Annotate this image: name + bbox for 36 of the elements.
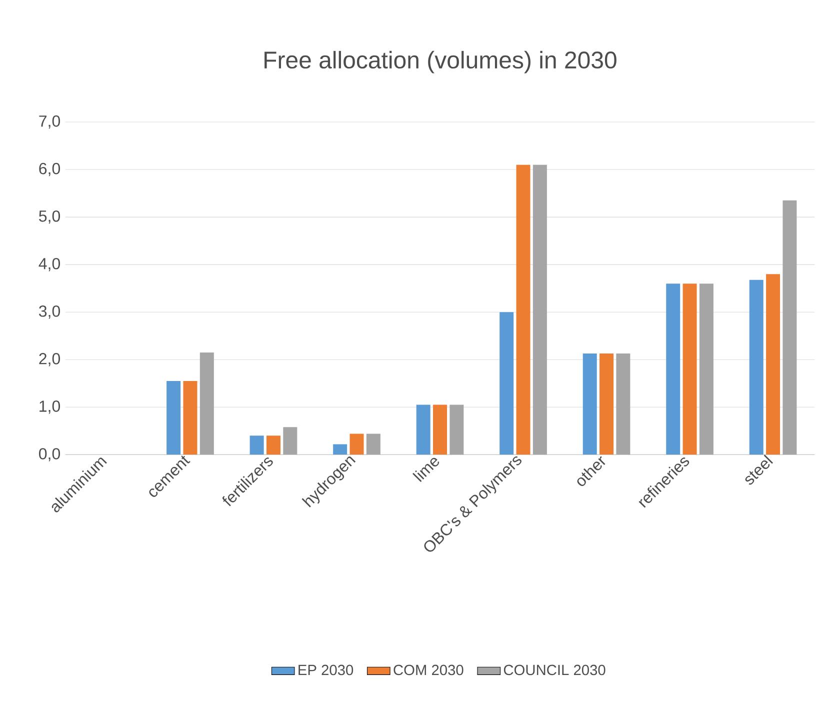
bar (532, 164, 547, 455)
chart-title: Free allocation (volumes) in 2030 (264, 50, 616, 74)
x-tick-label: lime (412, 458, 440, 482)
bar (616, 353, 630, 455)
y-tick-label: 2,0 (39, 353, 60, 366)
bar (600, 353, 614, 455)
bar (766, 274, 780, 455)
y-tick-label: 1,0 (40, 400, 60, 414)
legend-label: COUNCIL 2030 (504, 664, 606, 676)
y-tick-label: 3,0 (38, 305, 60, 319)
y-tick-label: 4,0 (38, 258, 60, 272)
bar (582, 353, 597, 455)
bar (183, 381, 198, 455)
bar (782, 200, 797, 455)
bar (666, 284, 680, 455)
bar (699, 284, 714, 455)
bar (350, 434, 364, 455)
bar (266, 436, 280, 455)
legend-label: COM 2030 (394, 664, 464, 676)
legend-label: EP 2030 (298, 664, 354, 676)
bar (333, 444, 348, 455)
bar (749, 280, 764, 455)
bar (166, 381, 181, 455)
bar (433, 404, 448, 455)
bar (200, 352, 214, 455)
bar (500, 312, 514, 455)
bar (416, 404, 430, 455)
y-tick-label: 5,0 (39, 210, 60, 224)
bar (250, 436, 264, 455)
y-tick-label: 7,0 (39, 115, 60, 129)
bar (283, 427, 298, 455)
bar (682, 284, 697, 455)
bar (516, 164, 530, 455)
y-tick-label: 6,0 (39, 162, 60, 176)
bar (366, 434, 380, 455)
bar (450, 404, 464, 455)
